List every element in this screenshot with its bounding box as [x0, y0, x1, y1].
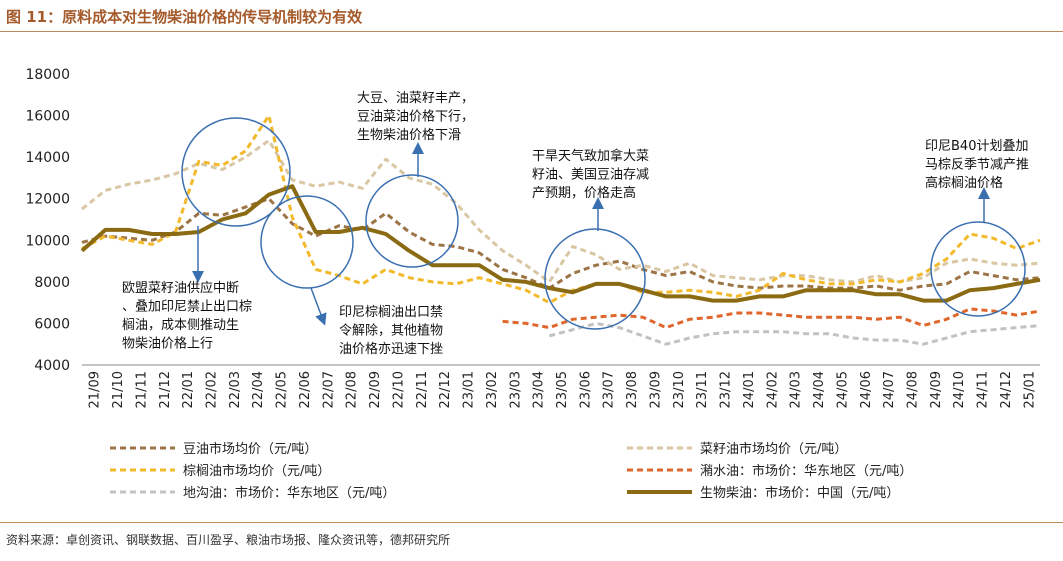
annotation-text: 高棕榈油价格: [925, 175, 1003, 191]
x-tick-label: 23/08: [625, 371, 640, 408]
x-tick-label: 22/07: [321, 371, 336, 408]
annotation-text: 欧盟菜籽油供应中断: [122, 280, 239, 296]
annotation-text: 榈油，成本侧推动生: [122, 318, 239, 333]
annotation-text: 产预期，价格走高: [532, 185, 636, 201]
x-tick-label: 23/02: [485, 371, 500, 408]
x-tick-label: 22/03: [228, 371, 243, 408]
x-tick-label: 24/08: [905, 371, 920, 408]
x-tick-label: 24/05: [835, 371, 850, 408]
series-line: [502, 307, 1041, 330]
annotation-arrow: [310, 287, 327, 326]
source-note: 资料来源：卓创资讯、钢联数据、百川盈孚、粮油市场报、隆众资讯等，德邦研究所: [6, 533, 451, 547]
x-tick-label: 24/04: [812, 371, 827, 408]
chart-lines: [80, 114, 1041, 346]
legend-label: 豆油市场均价（元/吨）: [183, 441, 317, 457]
annotation-text: 印尼棕榈油出口禁: [339, 305, 443, 320]
legend-label: 地沟油：市场价：华东地区（元/吨）: [183, 485, 395, 501]
x-tick-label: 22/09: [368, 371, 383, 408]
figure-title: 图 11：原料成本对生物柴油价格的传导机制较为有效: [6, 8, 363, 26]
x-tick-label: 21/09: [88, 371, 103, 408]
annotation-text: 物柴油价格上行: [122, 336, 213, 352]
highlight-circle: [181, 117, 291, 227]
x-tick-label: 23/11: [695, 371, 710, 408]
highlight-circle: [260, 195, 354, 289]
x-tick-label: 24/01: [742, 371, 757, 408]
annotation-text: 大豆、油菜籽丰产，: [357, 91, 474, 106]
annotation-text: 、叠加印尼禁止出口棕: [122, 300, 252, 315]
highlight-circle: [365, 174, 459, 268]
y-tick-label: 16000: [25, 109, 70, 125]
x-tick-label: 22/11: [415, 371, 430, 408]
x-tick-label: 23/03: [508, 371, 523, 408]
x-tick-label: 23/09: [648, 371, 663, 408]
x-tick-label: 22/01: [181, 371, 196, 408]
x-tick-label: 23/05: [555, 371, 570, 408]
legend-label: 潲水油：市场价：华东地区（元/吨）: [700, 463, 912, 479]
highlight-circle: [544, 228, 646, 330]
y-tick-label: 10000: [25, 233, 70, 249]
x-tick-label: 24/03: [789, 371, 804, 408]
y-tick-label: 12000: [25, 192, 70, 208]
x-tick-label: 23/06: [578, 371, 593, 408]
series-line: [81, 139, 1041, 284]
x-tick-label: 23/12: [719, 371, 734, 408]
x-tick-label: 22/05: [275, 371, 290, 408]
x-tick-label: 24/11: [976, 371, 991, 408]
legend-label: 菜籽油市场均价（元/吨）: [700, 441, 847, 457]
x-tick-label: 24/06: [859, 371, 874, 408]
x-tick-label: 21/12: [158, 371, 173, 408]
x-tick-label: 21/10: [111, 371, 126, 408]
source-rule: [0, 522, 1063, 523]
x-tick-label: 22/08: [345, 371, 360, 408]
x-tick-label: 21/11: [134, 371, 149, 408]
x-tick-label: 22/04: [251, 371, 266, 408]
x-tick-label: 22/02: [205, 371, 220, 408]
annotation-text: 豆油菜油价格下行，: [357, 109, 474, 125]
annotation-text: 生物柴油价格下滑: [357, 127, 461, 143]
x-tick-label: 23/04: [532, 371, 547, 408]
series-line: [548, 321, 1041, 346]
x-tick-label: 25/01: [1022, 371, 1037, 408]
x-tick-label: 22/06: [298, 371, 313, 408]
annotation-text: 印尼B40计划叠加: [925, 139, 1028, 154]
series-line: [81, 197, 1041, 292]
y-tick-label: 18000: [25, 67, 70, 83]
legend-label: 生物柴油：市场价：中国（元/吨）: [700, 485, 899, 501]
series-line: [81, 114, 1041, 305]
x-tick-label: 23/10: [672, 371, 687, 408]
x-tick-label: 24/09: [929, 371, 944, 408]
x-tick-label: 24/07: [882, 371, 897, 408]
x-tick-label: 22/12: [438, 371, 453, 408]
x-tick-label: 24/10: [952, 371, 967, 408]
x-tick-label: 23/07: [602, 371, 617, 408]
chart-axes: 4000 6000 8000 10000 12000 14000 16000 18000 21/…: [25, 67, 1040, 408]
x-tick-label: 22/10: [391, 371, 406, 408]
x-tick-label: 23/01: [462, 371, 477, 408]
annotation-text: 令解除，其他植物: [339, 324, 443, 339]
annotation-text: 干旱天气致加拿大菜: [532, 148, 649, 164]
y-tick-label: 14000: [25, 150, 70, 166]
series-line: [80, 184, 1041, 303]
title-rule: [0, 31, 1063, 32]
x-tick-label: 24/12: [999, 371, 1014, 408]
chart-legend: 豆油市场均价（元/吨） 菜籽油市场均价（元/吨） 棕榈油市场均价（元/吨） 潲水油：市…: [110, 441, 912, 501]
x-tick-label: 24/02: [765, 371, 780, 408]
highlight-circle: [930, 221, 1026, 317]
annotation-text: 油价格亦迅速下挫: [339, 341, 443, 357]
annotation-text: 籽油、美国豆油存减: [532, 168, 649, 183]
legend-label: 棕榈油市场均价（元/吨）: [183, 463, 330, 479]
y-tick-label: 6000: [34, 316, 70, 332]
y-tick-label: 8000: [34, 275, 70, 291]
y-tick-label: 4000: [34, 358, 70, 374]
annotation-text: 马棕反季节减产推: [925, 158, 1029, 173]
